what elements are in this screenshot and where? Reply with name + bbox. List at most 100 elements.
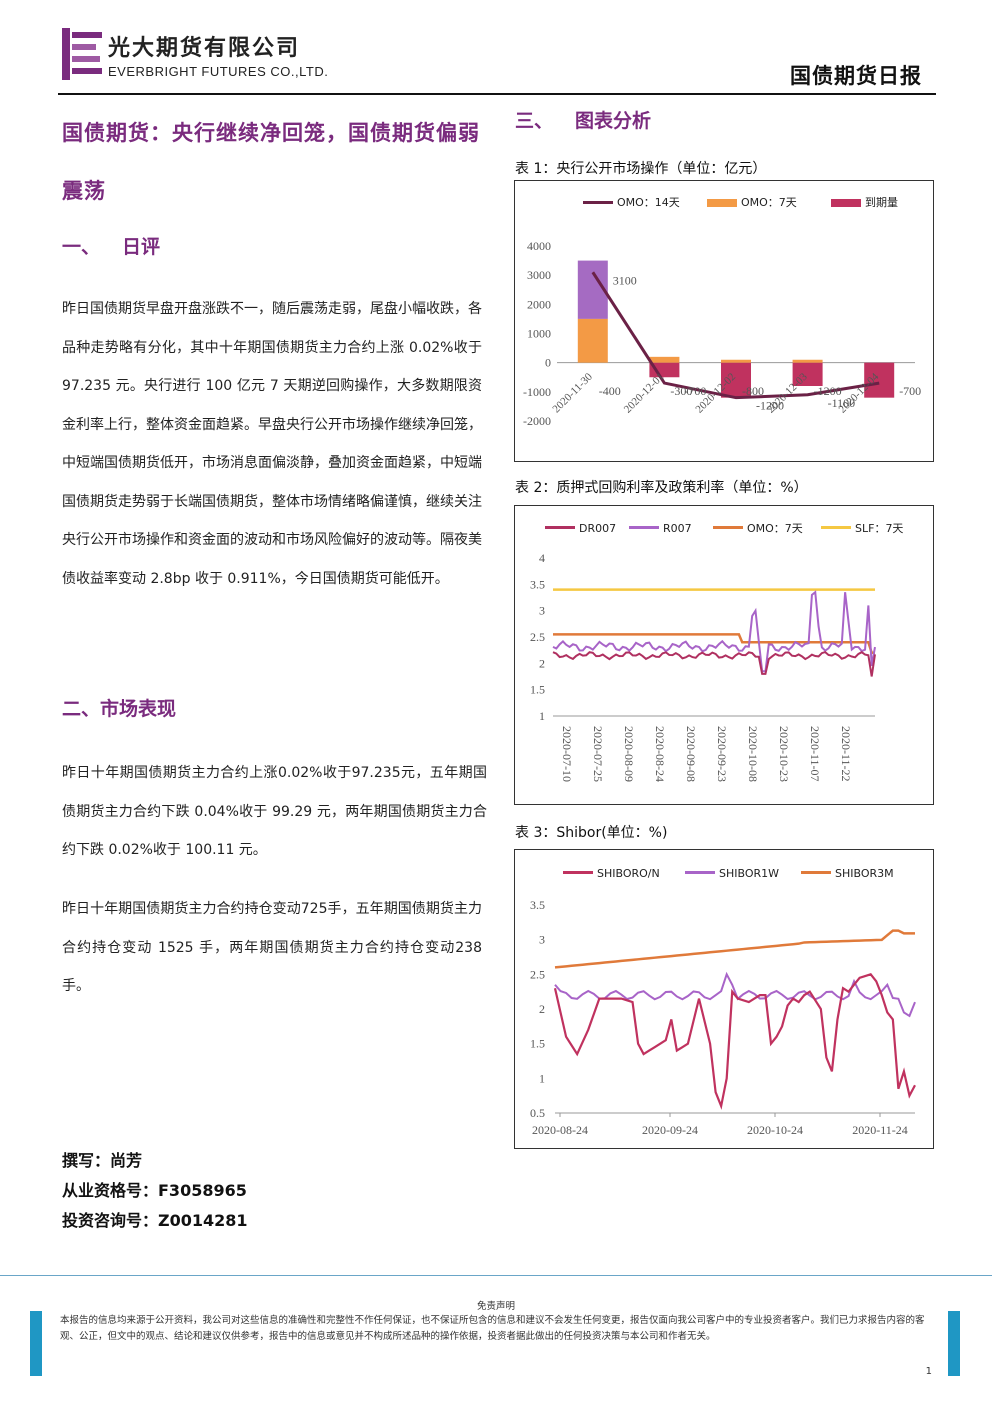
legend-label: SHIBOR1W <box>719 867 779 880</box>
legend-label: R007 <box>663 522 692 535</box>
disclaimer-title: 免责声明 <box>476 1301 515 1312</box>
legend-label: SLF：7天 <box>855 522 903 535</box>
chart3-svg: SHIBORO/N SHIBOR1W SHIBOR3M 3.5 3 2.5 2 1.5 1 0.5… <box>530 867 916 1137</box>
y-tick-label: 2.5 <box>530 630 545 644</box>
chart2-title: 表 2：质押式回购利率及政策利率（单位：%） <box>515 480 808 496</box>
x-tick-label: 2020-08-09 <box>622 726 636 782</box>
open-interest-text: 昨日十年期国债期货主力合约持仓变动725手，五年期国债期货主力合约持仓变动 15… <box>62 901 482 994</box>
y-tick-label: -2000 <box>523 414 551 428</box>
x-tick-label: 2020-12-03 <box>765 371 810 416</box>
footer-divider <box>0 1275 992 1276</box>
x-tick-label: 2020-07-10 <box>560 726 574 782</box>
x-tick-label: 2020-12-01 <box>622 371 667 416</box>
x-tick-label: 2020-08-24 <box>653 726 667 782</box>
data-label: -700 <box>684 384 706 398</box>
x-tick-label: 2020-09-24 <box>642 1123 698 1137</box>
legend-label: OMO：14天 <box>617 196 680 209</box>
company-name-cn: 光大期货有限公司 <box>108 35 301 61</box>
data-label: -1200 <box>814 384 842 398</box>
section-number: 三、 <box>515 110 554 132</box>
legend-label: OMO：7天 <box>747 522 803 535</box>
y-tick-label: 4000 <box>527 239 551 253</box>
legend-swatch <box>707 199 737 207</box>
line-omo-14d <box>591 271 880 400</box>
section-heading-daily-review: 一、 日评 <box>62 232 160 259</box>
x-tick-label: 2020-11-24 <box>852 1123 908 1137</box>
legend-swatch <box>545 526 575 529</box>
bar-maturity <box>792 362 823 386</box>
section-title: 日评 <box>122 236 161 258</box>
section-heading-charts: 三、 图表分析 <box>515 106 651 133</box>
data-label: -1100 <box>828 396 856 410</box>
y-tick-label: 3.5 <box>530 577 545 591</box>
x-tick-label: 2020-08-24 <box>532 1123 588 1137</box>
data-label: -800 <box>742 384 764 398</box>
data-label: 3100 <box>613 273 637 287</box>
x-tick-label: 2020-11-30 <box>550 371 595 416</box>
legend-label: DR007 <box>579 522 616 535</box>
footer-accent-left <box>30 1311 42 1376</box>
bar-omo-7d <box>577 318 608 363</box>
legend-label: SHIBOR3M <box>835 867 894 880</box>
line-dr007 <box>552 650 876 677</box>
y-tick-label: 2 <box>539 1002 545 1016</box>
legend-swatch <box>801 871 831 874</box>
legend-swatch <box>563 871 593 874</box>
bar-maturity <box>864 362 895 398</box>
chart1-svg: OMO：14天 OMO：7天 到期量 4000 3000 2000 1000 0 -1000 -2… <box>523 196 921 428</box>
author-name: 撰写：尚芳 <box>62 1151 143 1170</box>
y-tick-label: 1000 <box>527 327 551 341</box>
bar-maturity <box>721 362 751 398</box>
x-tick-label: 2020-09-08 <box>684 726 698 782</box>
section-title: 图表分析 <box>575 110 652 132</box>
y-tick-label: 2 <box>539 656 545 670</box>
x-tick-label: 2020-10-23 <box>777 726 791 782</box>
author-block: 撰写：尚芳 从业资格号：F3058965 投资咨询号：Z0014281 <box>62 1146 248 1236</box>
legend-swatch <box>685 871 715 874</box>
company-logo-icon <box>62 28 102 80</box>
legend-label: OMO：7天 <box>741 196 797 209</box>
disclaimer-text: 本报告的信息均来源于公开资料，我公司对这些信息的准确性和完整性不作任何保证，也不… <box>60 1315 925 1342</box>
y-tick-label: 0 <box>545 356 551 370</box>
legend-swatch <box>629 526 659 529</box>
data-label: -300 <box>670 384 692 398</box>
y-tick-label: 2000 <box>527 297 551 311</box>
author-consult-number: 投资咨询号：Z0014281 <box>62 1211 248 1230</box>
chart3-title: 表 3：Shibor(单位：%) <box>515 825 668 841</box>
report-headline: 国债期货：央行继续净回笼，国债期货偏弱震荡 <box>62 121 480 203</box>
market-performance-text: 昨日十年期国债期货主力合约上涨0.02%收于97.235元，五年期国债期货主力合… <box>62 765 487 858</box>
legend-swatch <box>713 526 743 529</box>
section-heading-market: 二、市场表现 <box>62 698 177 720</box>
x-tick-label: 2020-10-08 <box>746 726 760 782</box>
x-tick-label: 2020-11-22 <box>839 726 853 782</box>
data-label: -1200 <box>756 399 784 413</box>
legend-swatch <box>821 526 851 529</box>
line-shibor-3m <box>554 929 915 969</box>
y-tick-label: 4 <box>539 551 545 565</box>
y-tick-label: 1 <box>539 1071 545 1085</box>
legend-label: SHIBORO/N <box>597 867 660 880</box>
report-type-title: 国债期货日报 <box>790 64 922 88</box>
legend-swatch <box>831 199 861 207</box>
section-number: 一、 <box>62 236 101 258</box>
chart2-repo-rates: DR007 R007 OMO：7天 SLF：7天 4 3.5 3 2.5 2 1.5 1 2020-0… <box>514 505 934 805</box>
y-tick-label: -1000 <box>523 385 551 399</box>
y-tick-label: 3 <box>539 933 545 947</box>
bar-omo-7d <box>792 359 823 363</box>
y-tick-label: 3 <box>539 604 545 618</box>
y-tick-label: 2.5 <box>530 967 545 981</box>
y-tick-label: 0.5 <box>530 1106 545 1120</box>
y-tick-label: 3000 <box>527 268 551 282</box>
company-name-en: EVERBRIGHT FUTURES CO.,LTD. <box>108 64 329 79</box>
daily-review-text: 昨日国债期货早盘开盘涨跌不一，随后震荡走弱，尾盘小幅收跌，各品种走势略有分化，其… <box>62 301 482 587</box>
chart1-title: 表 1：央行公开市场操作（单位：亿元） <box>515 161 767 177</box>
y-tick-label: 3.5 <box>530 898 545 912</box>
chart2-svg: DR007 R007 OMO：7天 SLF：7天 4 3.5 3 2.5 2 1.5 1 2020-0… <box>530 522 903 782</box>
line-r007 <box>552 590 876 673</box>
y-tick-label: 1.5 <box>530 683 545 697</box>
data-label: -700 <box>899 384 921 398</box>
x-tick-label: 2020-11-07 <box>808 726 822 782</box>
company-logo: 光大期货有限公司 EVERBRIGHT FUTURES CO.,LTD. <box>62 28 362 86</box>
bar-omo-7d <box>649 356 680 363</box>
legend-label: 到期量 <box>865 196 898 209</box>
